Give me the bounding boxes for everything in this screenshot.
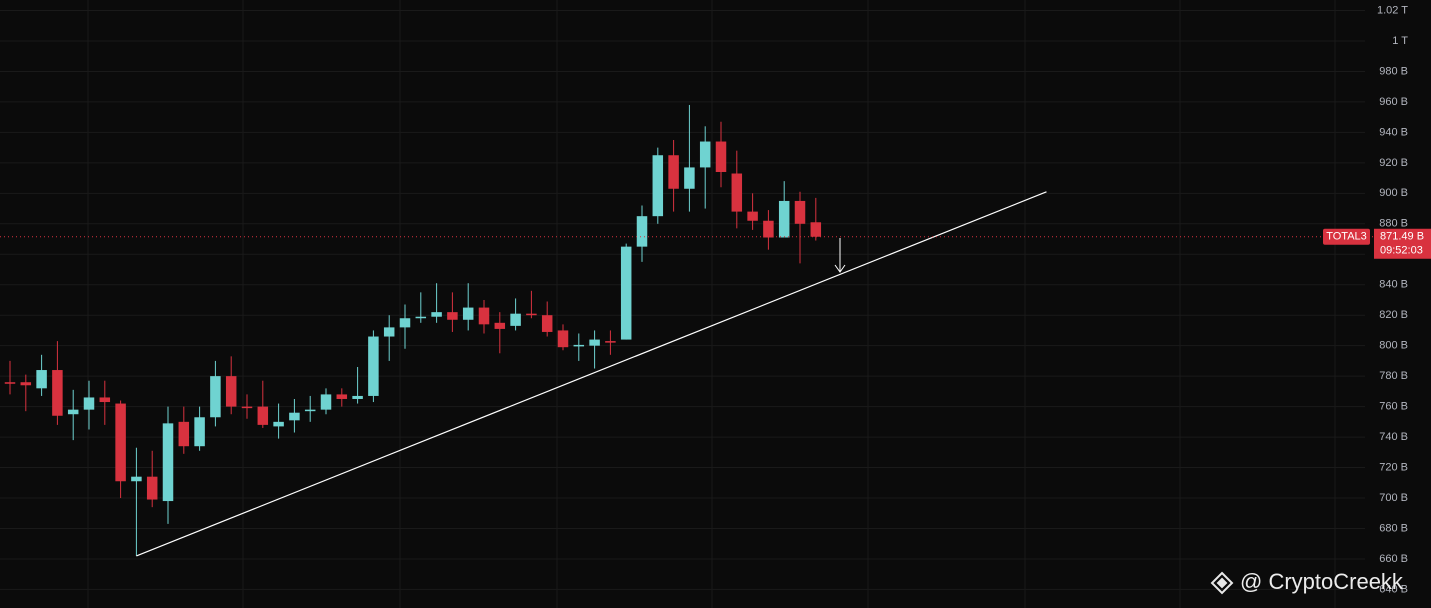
candle-body [763,220,774,238]
y-tick-label: 980 B [1379,65,1408,77]
watermark-logo [1210,571,1234,595]
candle-body [541,315,553,332]
candle-body [162,423,174,502]
symbol-label: TOTAL3 [1326,231,1367,243]
vertical-grid [87,0,1336,608]
candle-body [573,344,585,347]
candle-body [778,200,790,238]
y-tick-label: 760 B [1379,401,1408,413]
candle-body [605,341,616,343]
y-tick-label: 680 B [1379,522,1408,534]
candle-body [194,417,205,447]
candle-body [668,155,679,189]
y-tick-label: 960 B [1379,96,1408,108]
y-tick-label: 740 B [1379,431,1408,443]
candle-body [241,406,253,409]
y-tick-label: 800 B [1379,340,1408,352]
candle-body [731,173,743,212]
candle-body [289,412,300,421]
candle-body [352,395,363,399]
candle-body [383,327,395,337]
candle-body [557,330,569,348]
last-price-label: 871.49 B [1380,231,1424,243]
candle-body [99,397,111,403]
price-badge [1374,228,1431,259]
candle-body [67,409,79,415]
y-tick-label: 1 T [1392,35,1408,47]
candle-body [747,211,758,221]
watermark: @ CryptoCreekk [1210,569,1404,595]
candle-body [320,394,332,410]
candle-body [620,246,632,340]
y-tick-label: 780 B [1379,370,1408,382]
trendline [136,191,1047,557]
candle-body [636,216,648,247]
candle-body [36,370,47,389]
candle-body [178,421,190,447]
candle-body [462,307,474,320]
candle-body [304,409,316,412]
candle-body [715,141,727,172]
candle-body [273,421,284,427]
candle-body [589,339,600,346]
candle-body [478,307,490,325]
y-tick-label: 720 B [1379,461,1408,473]
candle-body [83,397,95,410]
candle-body [415,316,427,319]
candle-body [131,476,142,482]
candle-body [146,476,158,500]
y-tick-label: 1.02 T [1377,4,1408,16]
candle-body [336,394,348,399]
y-tick-label: 880 B [1379,218,1408,230]
candles [4,104,822,556]
candle-body [4,382,16,384]
candle-body [794,200,806,224]
candle-body [699,141,711,168]
y-tick-label: 940 B [1379,126,1408,138]
y-tick-label: 660 B [1379,553,1408,565]
candle-body [210,376,221,418]
candle-body [652,155,664,217]
y-tick-label: 920 B [1379,157,1408,169]
candle-body [431,312,442,317]
grid-group [0,10,1365,590]
y-tick-label: 840 B [1379,279,1408,291]
candle-body [399,318,411,328]
symbol-badge [1323,228,1370,245]
candle-body [526,313,537,316]
y-tick-label: 640 B [1379,583,1408,595]
candle-body [510,313,521,326]
candle-body [257,406,269,425]
countdown-label: 09:52:03 [1380,245,1423,257]
watermark-text: @ CryptoCreekk [1240,569,1404,594]
candle-body [810,222,822,237]
candle-body [52,370,63,416]
y-tick-label: 820 B [1379,309,1408,321]
candle-body [115,403,126,482]
candle-body [20,382,32,386]
price-axis: 640 B 660 B 680 B 700 B 720 B 740 B 760 B 780 B… [1323,4,1431,595]
y-tick-label: 900 B [1379,187,1408,199]
candle-body [494,322,506,329]
candle-body [225,376,237,407]
candle-body [368,336,379,396]
arrow-head [834,264,846,273]
y-tick-label: 700 B [1379,492,1408,504]
overlay [0,191,1374,557]
candle-body [447,312,458,320]
candle-body [684,167,695,189]
